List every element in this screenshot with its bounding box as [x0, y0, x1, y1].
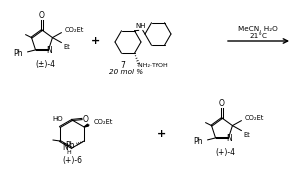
- Text: 20 mol %: 20 mol %: [109, 69, 143, 75]
- Text: O: O: [219, 99, 225, 108]
- Text: (+)-4: (+)-4: [215, 149, 235, 157]
- Text: N: N: [227, 134, 232, 143]
- Text: HO: HO: [53, 116, 63, 122]
- Text: H: H: [67, 149, 71, 154]
- Text: 21°C: 21°C: [249, 33, 267, 39]
- Text: MeCN, H₂O: MeCN, H₂O: [238, 26, 278, 32]
- Text: CO₂Et: CO₂Et: [245, 115, 264, 121]
- Text: +: +: [90, 36, 100, 46]
- Text: N: N: [46, 46, 52, 55]
- Text: O: O: [39, 12, 45, 20]
- Text: Ph: Ph: [65, 142, 75, 150]
- Text: (±)-4: (±)-4: [35, 60, 55, 70]
- Polygon shape: [84, 124, 89, 127]
- Text: (+)-6: (+)-6: [62, 156, 82, 166]
- Text: NH: NH: [136, 23, 146, 29]
- Text: +: +: [157, 129, 167, 139]
- Text: CO₂Et: CO₂Et: [94, 119, 113, 125]
- Text: 7: 7: [120, 60, 126, 70]
- Text: Ph: Ph: [13, 49, 22, 58]
- Text: N: N: [62, 143, 68, 152]
- Text: Ph: Ph: [193, 137, 202, 146]
- Text: O: O: [83, 115, 89, 123]
- Text: Et: Et: [243, 132, 250, 138]
- Text: ·NH₂·TfOH: ·NH₂·TfOH: [137, 63, 168, 68]
- Text: CO₂Et: CO₂Et: [65, 27, 84, 33]
- Text: Et: Et: [63, 44, 70, 50]
